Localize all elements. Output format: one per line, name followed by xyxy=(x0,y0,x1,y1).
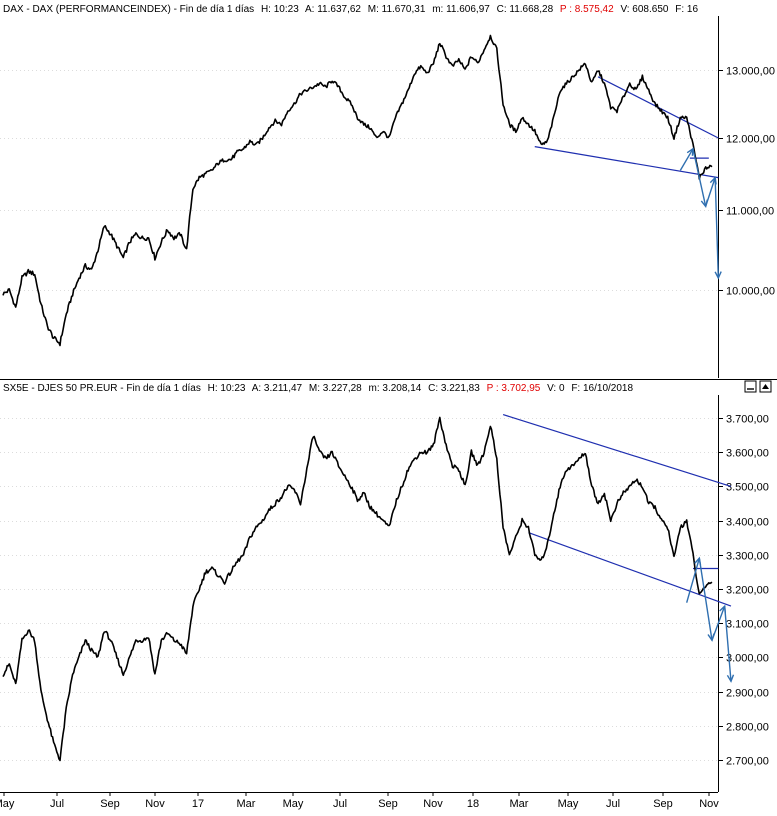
sx5e-header-m-high: M: 3.227,28 xyxy=(309,383,362,394)
dax-header-m-high: M: 11.670,31 xyxy=(368,4,426,15)
x-tick-label: Sep xyxy=(653,798,673,810)
dax-price-line xyxy=(2,34,713,347)
sx5e-y-tick-label: 3.400,00 xyxy=(726,517,769,529)
sx5e-y-tick-label: 3.000,00 xyxy=(726,653,769,665)
sx5e-projection-segment xyxy=(698,558,713,641)
dax-projection-segment xyxy=(692,148,707,207)
dax-y-tick-label: 10.000,00 xyxy=(726,286,775,298)
sx5e-plot-area: 3.700,00 3.600,00 3.500,00 3.400,00 3.300,00… xyxy=(0,395,769,792)
sx5e-price-line xyxy=(2,416,713,762)
dax-projection xyxy=(679,147,722,280)
x-tick-label: May xyxy=(0,798,15,810)
sx5e-y-tick-label: 3.500,00 xyxy=(726,482,769,494)
dax-header-h: H: 10:23 xyxy=(261,4,299,15)
sx5e-y-tick-label: 2.900,00 xyxy=(726,688,769,700)
dax-projection-segment xyxy=(714,177,720,279)
x-tick-label: 18 xyxy=(467,798,479,810)
x-tick-label: Nov xyxy=(423,798,443,810)
dax-projection-segment xyxy=(679,148,694,171)
sx5e-y-tick-label: 3.600,00 xyxy=(726,448,769,460)
sx5e-projection-segment xyxy=(686,558,701,603)
sx5e-y-tick-label: 3.700,00 xyxy=(726,414,769,426)
dax-header-f: F: 16 xyxy=(675,4,698,15)
sx5e-header-a: A: 3.211,47 xyxy=(252,383,303,394)
dax-header-a: A: 11.637,62 xyxy=(305,4,361,15)
sx5e-projection xyxy=(686,556,735,683)
maximize-icon xyxy=(762,384,769,389)
sx5e-y-tick-label: 3.200,00 xyxy=(726,585,769,597)
sx5e-header: SX5E - DJES 50 PR.EUR - Fin de día 1 día… xyxy=(0,379,777,395)
sx5e-maximize-button[interactable] xyxy=(759,380,772,393)
svg-text:SX5E - DJES 50 PR.EUR - Fin de: SX5E - DJES 50 PR.EUR - Fin de día 1 día… xyxy=(3,383,633,394)
dax-y-tick-label: 12.000,00 xyxy=(726,134,775,146)
sx5e-resistance-trendline xyxy=(502,414,732,487)
dax-price-series xyxy=(2,34,713,347)
sx5e-header-f: F: 16/10/2018 xyxy=(571,383,633,394)
sx5e-minimize-button[interactable] xyxy=(744,380,757,393)
sx5e-trendlines xyxy=(502,414,732,607)
sx5e-y-tick-label: 2.700,00 xyxy=(726,756,769,768)
svg-text:DAX - DAX (PERFORMANCEINDEX) -: DAX - DAX (PERFORMANCEINDEX) - Fin de dí… xyxy=(3,4,698,15)
x-axis: May Jul Sep Nov 17 Mar May Jul Sep Nov 18 Mar May Jul… xyxy=(0,792,719,810)
x-tick-label: 17 xyxy=(192,798,204,810)
sx5e-projection-segment xyxy=(723,606,732,682)
sx5e-projection-arrowhead xyxy=(726,674,735,683)
sx5e-header-c: C: 3.221,83 xyxy=(428,383,480,394)
x-tick-label: May xyxy=(283,798,304,810)
dax-projection-arrowhead xyxy=(686,147,694,156)
sx5e-price-series xyxy=(2,416,713,762)
dax-header-p: P : 8.575,42 xyxy=(560,4,614,15)
dax-header-c: C: 11.668,28 xyxy=(497,4,554,15)
sx5e-support-trendline xyxy=(528,532,732,607)
sx5e-header-v: V: 0 xyxy=(547,383,565,394)
dax-projection-arrowhead xyxy=(714,271,722,280)
sx5e-header-p: P : 3.702,95 xyxy=(487,383,541,394)
sx5e-header-m-low: m: 3.208,14 xyxy=(369,383,422,394)
dax-header-v: V: 608.650 xyxy=(620,4,668,15)
sx5e-projection-segment xyxy=(711,605,726,641)
sx5e-y-ticks: 3.700,00 3.600,00 3.500,00 3.400,00 3.300,00… xyxy=(718,414,769,768)
sx5e-y-tick-label: 3.100,00 xyxy=(726,619,769,631)
x-tick-label: May xyxy=(558,798,579,810)
dax-header-name: DAX - DAX (PERFORMANCEINDEX) - Fin de dí… xyxy=(3,4,254,15)
x-tick-label: Mar xyxy=(510,798,529,810)
x-tick-label: Jul xyxy=(333,798,347,810)
dax-y-tick-label: 13.000,00 xyxy=(726,66,775,78)
dax-projection-segment xyxy=(705,177,716,207)
dax-plot-area: 13.000,00 12.000,00 11.000,00 10.000,00 xyxy=(0,16,775,378)
sx5e-header-h: H: 10:23 xyxy=(208,383,246,394)
sx5e-y-tick-label: 3.300,00 xyxy=(726,551,769,563)
dax-y-ticks: 13.000,00 12.000,00 11.000,00 10.000,00 xyxy=(718,66,775,298)
dax-support-trendline xyxy=(534,146,719,179)
dax-y-tick-label: 11.000,00 xyxy=(726,206,774,218)
x-tick-label: Mar xyxy=(237,798,256,810)
x-tick-label: Jul xyxy=(606,798,620,810)
x-tick-label: Sep xyxy=(378,798,398,810)
x-tick-label: Sep xyxy=(100,798,120,810)
dax-header-m-low: m: 11.606,97 xyxy=(432,4,490,15)
x-tick-label: Jul xyxy=(50,798,64,810)
x-tick-label: Nov xyxy=(145,798,165,810)
dax-header: DAX - DAX (PERFORMANCEINDEX) - Fin de dí… xyxy=(0,0,777,16)
sx5e-y-tick-label: 2.800,00 xyxy=(726,722,769,734)
sx5e-header-name: SX5E - DJES 50 PR.EUR - Fin de día 1 día… xyxy=(3,383,201,394)
x-axis-labels: May Jul Sep Nov 17 Mar May Jul Sep Nov 18 Mar May Jul… xyxy=(0,792,719,810)
x-tick-label: Nov xyxy=(699,798,719,810)
